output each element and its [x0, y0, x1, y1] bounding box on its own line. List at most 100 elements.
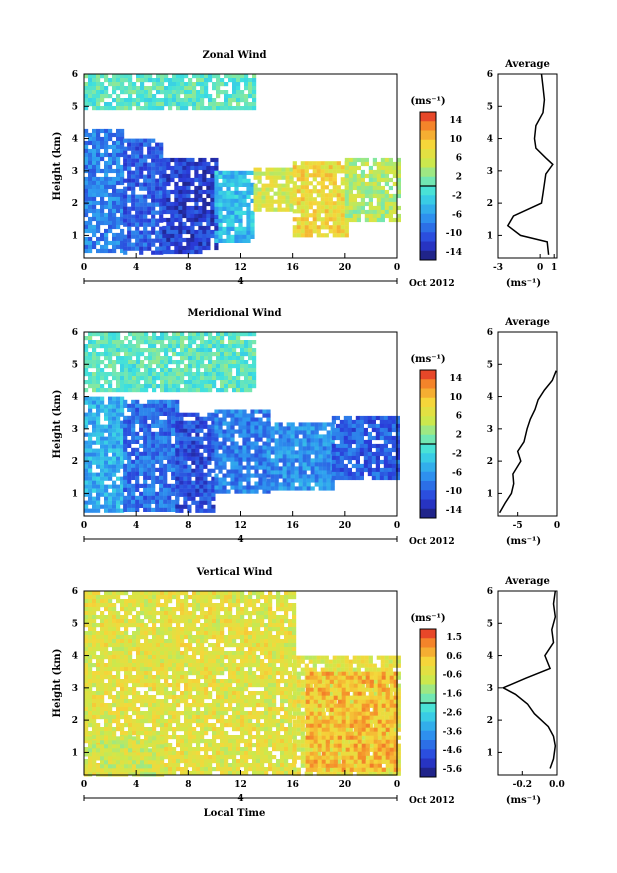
heatmap-cell: [96, 352, 101, 357]
heatmap-cell: [160, 671, 165, 676]
heatmap-cell: [112, 663, 117, 668]
heatmap-cell: [194, 245, 199, 251]
heatmap-cell: [143, 411, 148, 416]
heatmap-cell: [147, 210, 152, 215]
heatmap-cell: [100, 74, 105, 79]
heatmap-cell: [127, 230, 132, 235]
heatmap-cell: [335, 431, 340, 437]
heatmap-cell: [163, 399, 168, 404]
heatmap-cell: [116, 460, 121, 465]
heatmap-cell: [335, 475, 340, 481]
profile-y-tick-label: 3: [487, 167, 493, 177]
heatmap-cell: [108, 659, 113, 664]
heatmap-cell: [135, 467, 140, 472]
heatmap-cell: [143, 423, 148, 428]
heatmap-cell: [135, 435, 140, 440]
heatmap-cell: [174, 233, 179, 239]
heatmap-cell: [266, 409, 271, 414]
heatmap-cell: [254, 429, 259, 434]
heatmap-cell: [140, 651, 145, 656]
heatmap-cell: [108, 176, 113, 182]
heatmap-cell: [230, 461, 235, 466]
heatmap-cell: [120, 436, 125, 441]
heatmap-cell: [116, 82, 121, 87]
heatmap-cell: [166, 197, 171, 203]
heatmap-cell: [328, 189, 333, 194]
heatmap-cell: [163, 467, 168, 472]
heatmap-cell: [124, 647, 129, 652]
heatmap-cell: [216, 376, 221, 381]
heatmap-cell: [391, 447, 396, 453]
heatmap-cell: [152, 603, 157, 608]
heatmap-cell: [162, 201, 167, 207]
heatmap-cell: [112, 368, 117, 373]
heatmap-cell: [207, 428, 212, 433]
heatmap-cell: [222, 226, 227, 231]
heatmap-cell: [152, 687, 157, 692]
heatmap-cell: [147, 427, 152, 432]
heatmap-cell: [104, 344, 109, 349]
heatmap-cell: [124, 86, 129, 91]
heatmap-cell: [108, 424, 113, 429]
heatmap-cell: [151, 415, 156, 420]
heatmap-cell: [104, 639, 109, 644]
heatmap-cell: [108, 719, 113, 724]
heatmap-cell: [160, 687, 165, 692]
heatmap-cell: [144, 667, 149, 672]
heatmap-cell: [143, 467, 148, 472]
heatmap-cell: [212, 368, 217, 373]
heatmap-cell: [104, 723, 109, 728]
heatmap-cell: [168, 755, 173, 760]
heatmap-cell: [368, 217, 373, 223]
heatmap-cell: [328, 181, 333, 186]
heatmap-cell: [170, 225, 175, 231]
heatmap-cell: [195, 452, 200, 457]
heatmap-cell: [212, 344, 217, 349]
heatmap-cell: [179, 480, 184, 485]
heatmap-cell: [352, 213, 357, 219]
heatmap-cell: [120, 90, 125, 95]
heatmap-cell: [108, 248, 113, 254]
heatmap-cell: [224, 376, 229, 381]
heatmap-cell: [104, 352, 109, 357]
heatmap-cell: [108, 344, 113, 349]
heatmap-cell: [343, 419, 348, 425]
heatmap-cell: [343, 455, 348, 461]
heatmap-cell: [116, 128, 121, 134]
heatmap-cell: [296, 201, 301, 206]
heatmap-cell: [167, 435, 172, 440]
heatmap-cell: [222, 194, 227, 199]
heatmap-cell: [292, 173, 297, 178]
heatmap-cell: [274, 466, 279, 471]
heatmap-cell: [347, 427, 352, 433]
heatmap-cell: [104, 671, 109, 676]
heatmap-cell: [168, 723, 173, 728]
heatmap-cell: [100, 176, 105, 182]
heatmap-cell: [135, 174, 140, 179]
heatmap-cell: [228, 376, 233, 381]
heatmap-cell: [120, 176, 125, 182]
heatmap-cell: [127, 198, 132, 203]
heatmap-cell: [136, 663, 141, 668]
heatmap-cell: [238, 226, 243, 231]
heatmap-cell: [392, 193, 397, 199]
heatmap-cell: [212, 106, 217, 111]
heatmap-cell: [124, 360, 129, 365]
heatmap-cell: [168, 78, 173, 83]
heatmap-cell: [310, 450, 315, 455]
heatmap-cell: [218, 429, 223, 434]
heatmap-cell: [375, 447, 380, 453]
heatmap-cell: [224, 352, 229, 357]
heatmap-cell: [180, 356, 185, 361]
heatmap-cell: [179, 476, 184, 481]
heatmap-cell: [148, 727, 153, 732]
heatmap-cell: [144, 675, 149, 680]
heatmap-cell: [183, 412, 188, 417]
heatmap-cell: [340, 165, 345, 170]
heatmap-cell: [187, 472, 192, 477]
heatmap-cell: [368, 169, 373, 175]
heatmap-cell: [120, 488, 125, 493]
heatmap-cell: [151, 487, 156, 492]
heatmap-cell: [144, 727, 149, 732]
heatmap-cell: [360, 173, 365, 179]
